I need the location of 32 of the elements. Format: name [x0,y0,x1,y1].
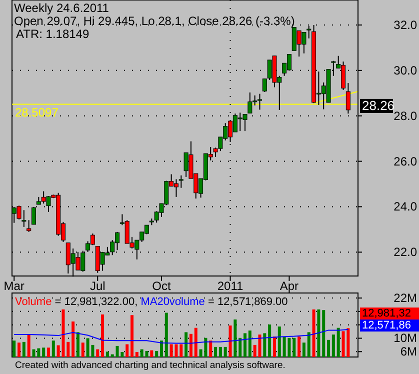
y-tick-label: 24.0 [394,200,418,214]
x-tick-label: 2011 [217,279,244,293]
y-tick-label: 22.0 [394,245,418,260]
annotation: 12,981,32 [362,308,411,320]
annotation: = 12,571,869.00 [204,296,288,308]
y-tick-label: 30.0 [394,63,418,78]
candlestick [178,174,184,188]
y-tick-label: 10M [394,331,418,346]
y-tick-label: 6M [400,344,417,359]
x-tick-label: Oct [152,279,172,293]
y-tick-label: 22M [394,291,418,306]
candlestick [346,82,350,114]
text: MA20volume [138,296,205,308]
annotation: ATR: 1.18149 [16,27,90,41]
x-tick-label: Mar [4,279,24,293]
candlestick [262,78,267,92]
y-tick-label: 26.0 [394,154,418,168]
line-series [14,329,349,344]
text: Open 29.07, Hi 29.445, Lo 28.1, Close 28.26 (-3.3%) [14,14,295,28]
annotation: 12,571,86 [362,320,411,332]
candlestick [26,220,32,232]
chart-title: Weekly 24.6.2011 [14,1,110,15]
series-label: Volume [15,296,52,308]
x-tick-label: Jul [90,279,106,293]
y-tick-label: 32.0 [394,18,418,32]
ref-line-label: 28.5097 [15,105,59,120]
y-tick-label: 28.0 [394,108,418,123]
x-tick-label: Apr [280,279,299,293]
annotation: = 12,981,322.00, [52,296,138,308]
text: Created with advanced charting and technical analysis software. [15,360,286,371]
candlestick [22,210,26,228]
candlestick [32,206,36,225]
